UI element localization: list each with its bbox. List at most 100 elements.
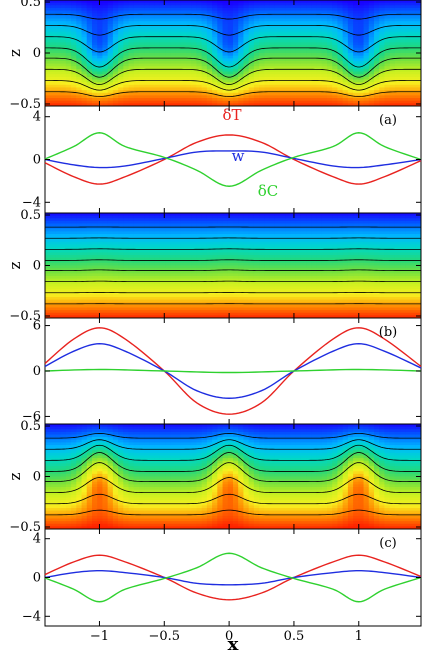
heatmap-cell (107, 241, 114, 246)
heatmap-cell (238, 294, 245, 298)
heatmap-cell (186, 92, 192, 96)
heatmap-cell (311, 10, 318, 14)
heatmap-cell (154, 45, 161, 49)
heatmap-cell (123, 307, 130, 311)
heatmap-cell (368, 42, 375, 46)
heatmap-cell (60, 55, 67, 59)
heatmap-cell (55, 66, 62, 70)
heatmap-cell (102, 92, 109, 96)
heatmap-cell (274, 291, 281, 295)
heatmap-cell (165, 307, 171, 311)
heatmap-cell (342, 31, 349, 36)
heatmap-cell (212, 90, 218, 94)
heatmap-cell (107, 283, 114, 288)
heatmap-cell (107, 234, 114, 238)
heatmap-cell (196, 218, 203, 222)
heatmap-cell (327, 15, 333, 20)
heatmap-cell (206, 76, 213, 81)
heatmap-cell (45, 84, 51, 89)
heatmap-cell (60, 294, 67, 298)
heatmap-cell (159, 98, 166, 102)
heatmap-cell (159, 53, 166, 57)
heatmap-cell (227, 34, 234, 38)
heatmap-cell (71, 315, 77, 318)
heatmap-cell (60, 260, 67, 264)
heatmap-cell (201, 5, 208, 9)
heatmap-cell (201, 87, 208, 91)
heatmap-cell (180, 55, 187, 59)
heatmap-cell (233, 215, 239, 219)
heatmap-cell (290, 281, 297, 285)
heatmap-cell (233, 307, 239, 311)
heatmap-cell (81, 270, 88, 274)
heatmap-cell (332, 58, 339, 62)
heatmap-cell (139, 276, 145, 280)
heatmap-cell (86, 55, 93, 59)
heatmap-cell (238, 249, 245, 253)
heatmap-cell (186, 31, 192, 36)
heatmap-cell (133, 276, 140, 280)
heatmap-cell (259, 312, 265, 316)
heatmap-cell (159, 92, 166, 96)
heatmap-cell (206, 53, 213, 57)
heatmap-cell (410, 50, 417, 54)
heatmap-cell (394, 76, 401, 81)
heatmap-cell (238, 241, 245, 246)
heatmap-cell (290, 26, 297, 30)
heatmap-cell (149, 103, 156, 106)
heatmap-cell (384, 15, 391, 20)
heatmap-cell (233, 34, 239, 38)
heatmap-cell (107, 100, 114, 104)
heatmap-cell (102, 10, 109, 14)
heatmap-cell (285, 281, 292, 285)
heatmap-cell (316, 55, 323, 59)
heatmap-cell (269, 283, 276, 288)
heatmap-cell (86, 278, 93, 282)
heatmap-cell (253, 310, 260, 314)
heatmap-cell (149, 270, 156, 274)
heatmap-cell (144, 53, 151, 57)
heatmap-cell (196, 76, 203, 81)
heatmap-cell (118, 265, 124, 269)
heatmap-cell (45, 268, 51, 272)
heatmap-cell (243, 265, 250, 269)
heatmap-cell (50, 21, 57, 25)
heatmap-cell (243, 82, 250, 86)
heatmap-cell (342, 79, 349, 83)
heatmap-cell (71, 98, 77, 102)
heatmap-cell (128, 220, 135, 225)
heatmap-cell (71, 304, 77, 309)
heatmap-cell (133, 252, 140, 256)
heatmap-cell (217, 18, 224, 22)
heatmap-cell (233, 60, 239, 65)
heatmap-cell (45, 2, 51, 6)
heatmap-cell (76, 84, 83, 89)
heatmap-cell (358, 39, 365, 43)
heatmap-cell (123, 103, 130, 106)
heatmap-cell (165, 297, 171, 301)
heatmap-cell (139, 15, 145, 20)
heatmap-cell (295, 39, 302, 43)
heatmap-cell (415, 53, 421, 57)
heatmap-cell (102, 260, 109, 264)
heatmap-cell (222, 100, 229, 104)
heatmap-cell (321, 21, 328, 25)
heatmap-cell (363, 74, 370, 78)
heatmap-cell (269, 281, 276, 285)
heatmap-cell (159, 220, 166, 225)
heatmap-cell (123, 7, 130, 12)
heatmap-cell (222, 315, 229, 318)
heatmap-cell (86, 286, 93, 290)
heatmap-cell (212, 42, 218, 46)
heatmap-cell (264, 268, 271, 272)
heatmap-cell (154, 47, 161, 51)
heatmap-cell (123, 255, 130, 259)
heatmap-cell (206, 74, 213, 78)
heatmap-cell (233, 0, 239, 4)
heatmap-cell (243, 79, 250, 83)
heatmap-cell (118, 82, 124, 86)
heatmap-cell (149, 95, 156, 99)
heatmap-cell (332, 47, 339, 51)
heatmap-cell (217, 84, 224, 89)
heatmap-cell (337, 90, 344, 94)
